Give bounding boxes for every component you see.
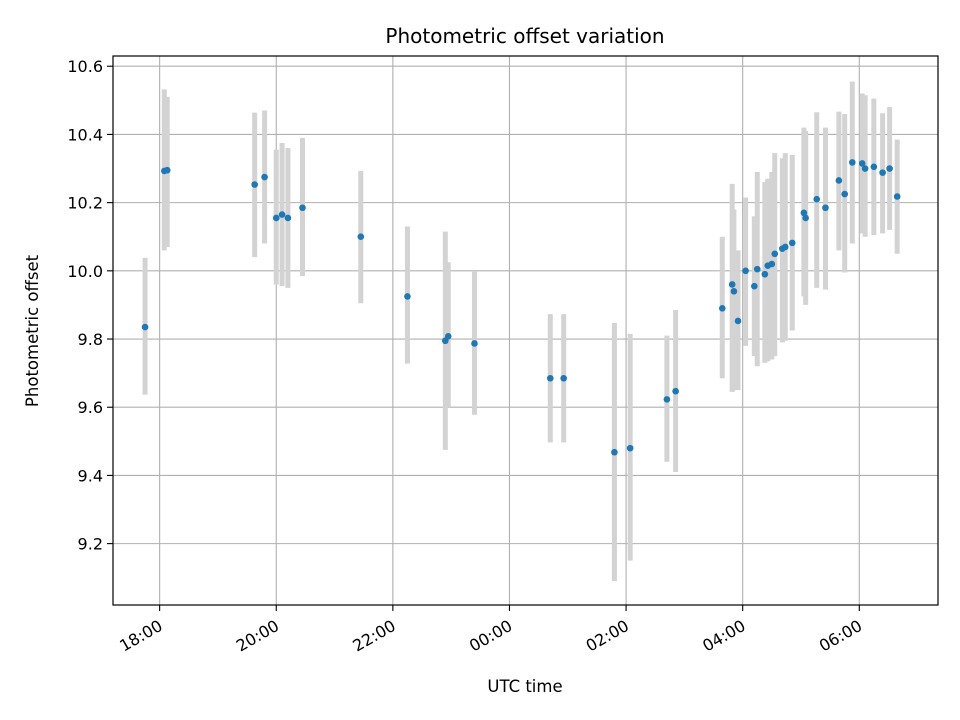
data-point (278, 211, 286, 218)
data-point (751, 282, 758, 290)
data-point (822, 204, 829, 212)
data-point (730, 287, 738, 295)
x-axis-label: UTC time (487, 677, 562, 696)
data-point (284, 214, 292, 222)
data-point (768, 260, 776, 268)
data-point (742, 267, 749, 275)
data-point (163, 166, 171, 174)
data-point (734, 317, 742, 325)
data-point (728, 281, 736, 288)
y-axis-ticks: 9.2 9.4 9.6 9.8 10.0 10.2 10.4 10.6 (67, 57, 113, 554)
data-points (141, 159, 901, 456)
data-point (802, 214, 809, 222)
data-point (835, 177, 843, 184)
data-point (886, 165, 893, 172)
data-point (672, 387, 679, 395)
data-point (471, 340, 478, 347)
data-point (444, 332, 452, 340)
y-axis-label: Photometric offset (23, 254, 42, 407)
data-point (299, 204, 306, 212)
y-tick-label: 9.8 (78, 330, 103, 349)
data-point (141, 323, 149, 331)
data-point (357, 233, 365, 241)
data-point (893, 193, 901, 200)
data-point (626, 444, 634, 452)
plot-frame (112, 55, 939, 606)
data-point (663, 396, 671, 403)
data-point (813, 195, 821, 203)
data-point (788, 239, 796, 247)
data-point (560, 374, 567, 382)
plot-background (113, 56, 938, 605)
data-point (718, 305, 726, 312)
data-point (404, 293, 411, 300)
y-tick-label: 9.4 (78, 466, 103, 485)
data-point (861, 165, 869, 172)
data-point (261, 173, 268, 181)
data-point (761, 270, 769, 278)
data-point (753, 265, 761, 273)
data-point (251, 181, 258, 188)
chart-title: Photometric offset variation (385, 24, 664, 48)
y-tick-label: 10.4 (67, 125, 103, 144)
data-point (272, 214, 280, 222)
data-point (858, 160, 866, 167)
data-point (611, 448, 618, 456)
y-gridlines (113, 65, 938, 545)
x-gridlines (159, 56, 860, 605)
y-tick-label: 10.6 (67, 57, 103, 76)
data-point (879, 169, 886, 176)
y-tick-label: 10.0 (67, 262, 103, 281)
y-tick-label: 10.2 (67, 194, 103, 213)
data-point (771, 250, 779, 258)
y-tick-label: 9.2 (78, 535, 103, 554)
y-tick-label: 9.6 (78, 398, 103, 417)
data-point (848, 159, 856, 166)
data-point (546, 374, 554, 382)
data-point (800, 209, 808, 217)
data-point (870, 163, 878, 171)
data-point (841, 190, 849, 198)
data-point (781, 243, 789, 251)
